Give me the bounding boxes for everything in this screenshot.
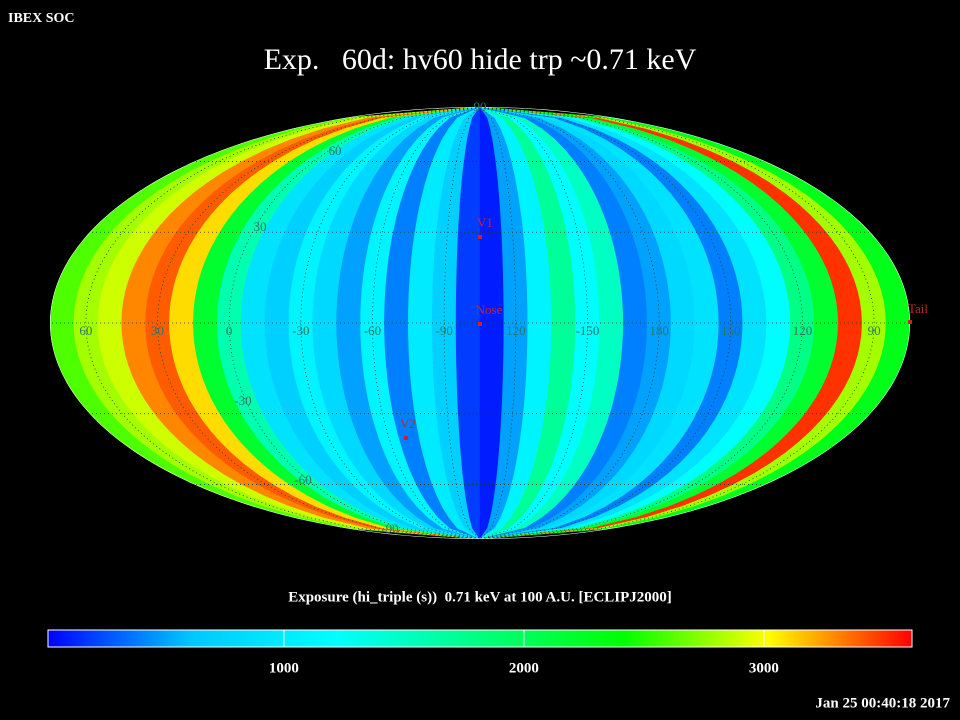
longitude-label: 120 — [793, 323, 813, 338]
colorbar-tick-label: 2000 — [509, 660, 539, 676]
timestamp: Jan 25 00:40:18 2017 — [815, 695, 950, 711]
longitude-label: -90 — [435, 323, 452, 338]
marker-dot — [908, 320, 912, 324]
longitude-label: 180 — [649, 323, 669, 338]
longitude-label: 150 — [721, 323, 741, 338]
marker-dot — [478, 235, 482, 239]
longitude-label: -150 — [576, 323, 600, 338]
latitude-label: 60 — [329, 143, 342, 158]
map-title: Exp. 60d: hv60 hide trp ~0.71 keV — [264, 43, 697, 76]
meridian — [85, 107, 481, 539]
latitude-label: -90 — [381, 521, 398, 536]
marker-dot — [478, 322, 482, 326]
longitude-label: 120 — [506, 323, 526, 338]
latitude-label: 90 — [474, 99, 487, 114]
colorbar-label: Exposure (hi_triple (s)) 0.71 keV at 100… — [288, 589, 672, 605]
latitude-label: 30 — [254, 219, 267, 234]
latitude-label: -60 — [294, 472, 311, 487]
marker-label: Nose — [476, 302, 503, 317]
meridian — [300, 107, 481, 539]
longitude-label: 90 — [868, 323, 881, 338]
marker-dot — [404, 436, 408, 440]
latitude-label: -30 — [234, 393, 251, 408]
sky-map — [50, 107, 910, 539]
meridian — [479, 107, 875, 539]
graticule — [50, 107, 910, 539]
marker-label: Tail — [908, 301, 928, 316]
graticule-labels: 60 30 0 -30 -60 -90 120 -150 180 150 120 90 90 60 30 -3… — [79, 99, 928, 536]
longitude-label: -30 — [292, 323, 309, 338]
meridian — [479, 107, 732, 539]
meridian — [479, 107, 660, 539]
longitude-label: 0 — [226, 323, 233, 338]
marker-label: V2 — [400, 416, 416, 431]
longitude-label: 30 — [151, 323, 164, 338]
meridian — [228, 107, 481, 539]
colorbar-tick-label: 1000 — [269, 660, 299, 676]
colorbar-tick-label: 3000 — [749, 660, 779, 676]
longitude-label: 60 — [79, 323, 92, 338]
app-label: IBEX SOC — [8, 11, 75, 26]
meridian — [479, 107, 588, 539]
colorbar — [47, 629, 913, 648]
longitude-label: -60 — [364, 323, 381, 338]
marker-label: V1 — [477, 215, 493, 230]
